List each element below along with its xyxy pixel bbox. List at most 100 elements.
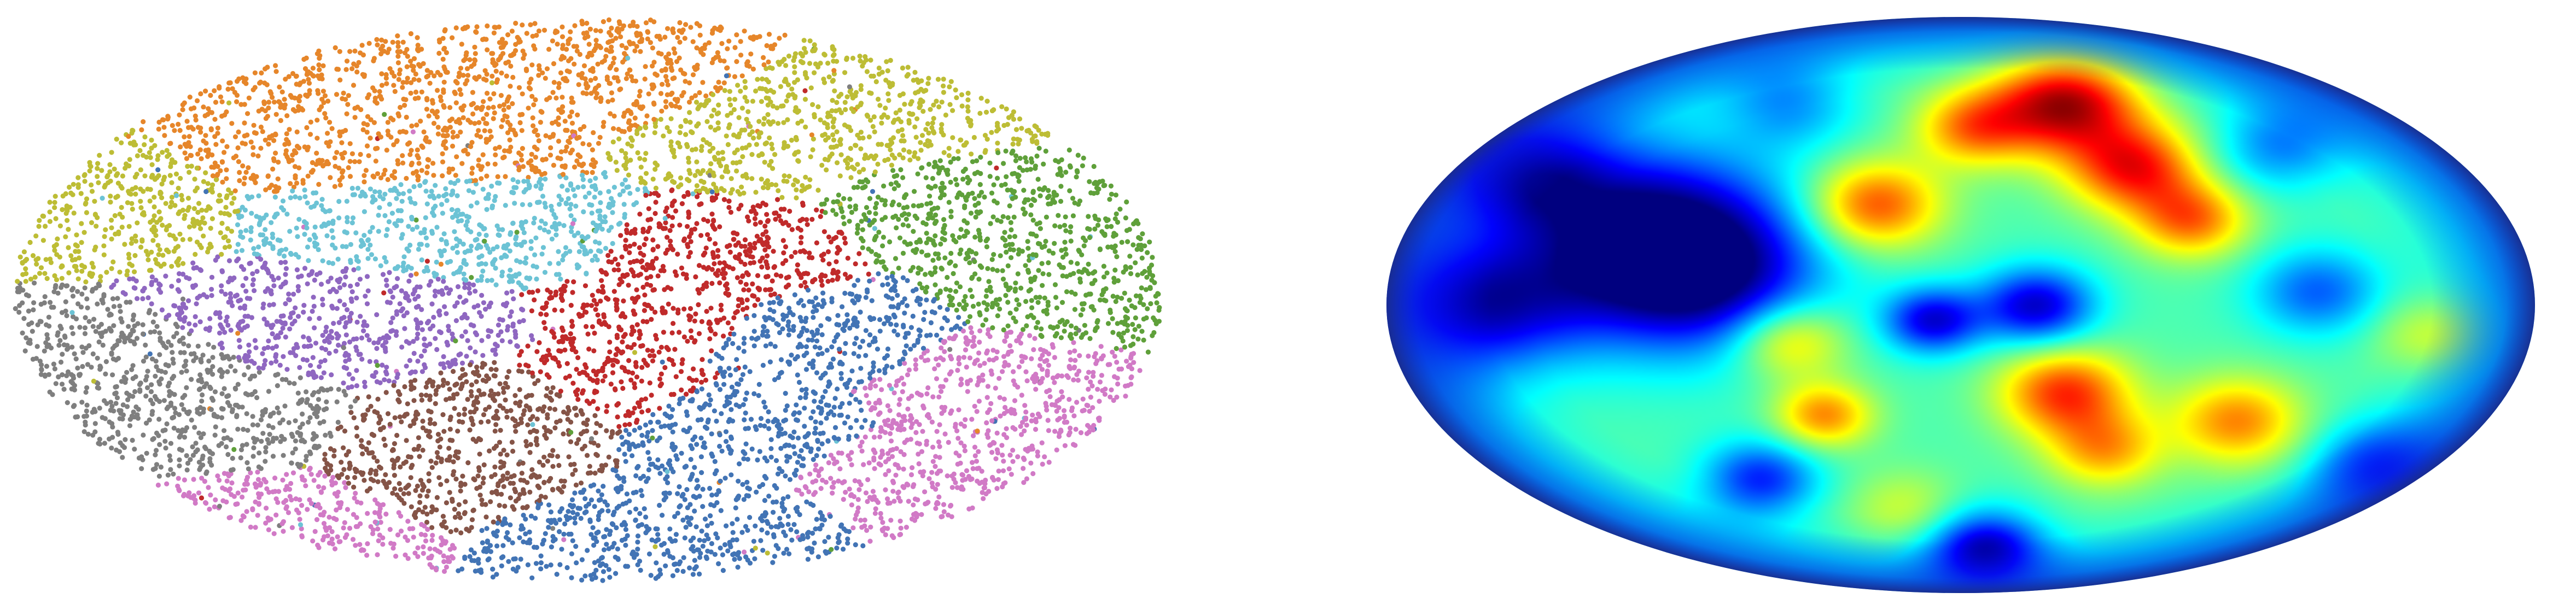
scatter-point <box>521 318 526 324</box>
scatter-point <box>703 93 709 99</box>
scatter-point <box>230 467 236 472</box>
scatter-point <box>767 300 772 306</box>
scatter-point <box>1109 224 1114 229</box>
scatter-point <box>924 391 930 397</box>
scatter-point <box>1077 353 1082 359</box>
scatter-point <box>337 285 343 290</box>
scatter-point <box>120 416 125 422</box>
scatter-point <box>411 535 416 540</box>
scatter-point <box>882 158 888 163</box>
scatter-point <box>432 293 438 299</box>
scatter-point <box>593 451 599 457</box>
scatter-point <box>388 289 393 295</box>
scatter-point <box>472 121 477 126</box>
scatter-point <box>499 273 505 279</box>
scatter-point <box>581 63 587 68</box>
scatter-point <box>645 348 650 353</box>
scatter-point <box>791 182 796 187</box>
scatter-point <box>413 488 418 494</box>
scatter-point <box>225 369 230 374</box>
scatter-point <box>789 353 794 358</box>
scatter-point <box>926 161 932 167</box>
scatter-point <box>288 195 293 201</box>
scatter-point <box>374 37 380 42</box>
scatter-point <box>1007 247 1013 252</box>
scatter-point <box>391 546 396 551</box>
scatter-point <box>462 406 468 412</box>
scatter-point <box>830 79 835 84</box>
scatter-point <box>156 119 162 125</box>
scatter-point <box>91 265 96 270</box>
scatter-point <box>650 177 656 182</box>
scatter-point <box>831 116 837 122</box>
scatter-point <box>441 127 446 133</box>
scatter-point <box>857 400 862 405</box>
scatter-point <box>171 414 177 420</box>
scatter-point <box>408 31 414 37</box>
scatter-point <box>799 491 805 497</box>
scatter-point <box>420 418 426 424</box>
scatter-point <box>383 39 388 44</box>
scatter-point <box>568 331 573 337</box>
scatter-point <box>60 282 65 288</box>
scatter-point <box>761 55 766 60</box>
scatter-point <box>339 140 345 145</box>
scatter-point <box>616 221 621 227</box>
scatter-point <box>387 66 393 72</box>
scatter-point <box>83 315 88 320</box>
scatter-point <box>879 142 884 147</box>
scatter-point <box>774 485 779 491</box>
scatter-point <box>1101 274 1107 280</box>
scatter-point <box>854 512 859 518</box>
scatter-point <box>395 532 401 538</box>
scatter-point <box>873 506 878 512</box>
scatter-point <box>877 317 883 322</box>
scatter-point <box>820 257 826 263</box>
scatter-point <box>665 56 670 62</box>
scatter-point <box>512 424 518 429</box>
scatter-point <box>1031 133 1037 139</box>
scatter-point <box>1000 453 1005 458</box>
scatter-point <box>563 175 569 180</box>
scatter-point <box>203 208 209 213</box>
scatter-point <box>411 184 417 190</box>
scatter-point <box>568 213 574 219</box>
scatter-point <box>1080 163 1085 168</box>
scatter-point <box>905 72 911 77</box>
scatter-point <box>195 209 201 215</box>
scatter-point <box>359 335 365 341</box>
scatter-point <box>637 559 643 564</box>
scatter-point <box>798 474 803 480</box>
scatter-point <box>607 39 613 44</box>
scatter-point <box>1128 271 1134 277</box>
scatter-point <box>912 124 918 130</box>
scatter-point <box>441 354 446 360</box>
scatter-point <box>316 472 321 478</box>
scatter-point <box>72 263 77 269</box>
scatter-point <box>473 330 478 336</box>
scatter-point <box>23 266 28 272</box>
scatter-point <box>189 417 194 423</box>
scatter-point <box>301 309 306 315</box>
scatter-point <box>590 147 595 152</box>
scatter-point <box>653 200 658 205</box>
scatter-point <box>1123 215 1128 221</box>
scatter-point <box>929 480 935 486</box>
scatter-point <box>925 385 931 391</box>
scatter-point <box>791 324 796 329</box>
scatter-point <box>768 446 774 451</box>
scatter-point <box>650 63 655 69</box>
scatter-point <box>364 130 370 135</box>
scatter-point <box>500 385 506 391</box>
scatter-point <box>163 201 168 206</box>
scatter-point <box>936 394 942 400</box>
scatter-point <box>744 305 750 310</box>
scatter-point <box>397 301 403 307</box>
scatter-point <box>392 415 398 420</box>
scatter-point <box>1007 203 1012 209</box>
scatter-point <box>171 360 176 366</box>
scatter-point <box>179 448 185 453</box>
scatter-point <box>548 562 553 568</box>
scatter-point <box>254 395 260 401</box>
scatter-point <box>284 137 289 142</box>
